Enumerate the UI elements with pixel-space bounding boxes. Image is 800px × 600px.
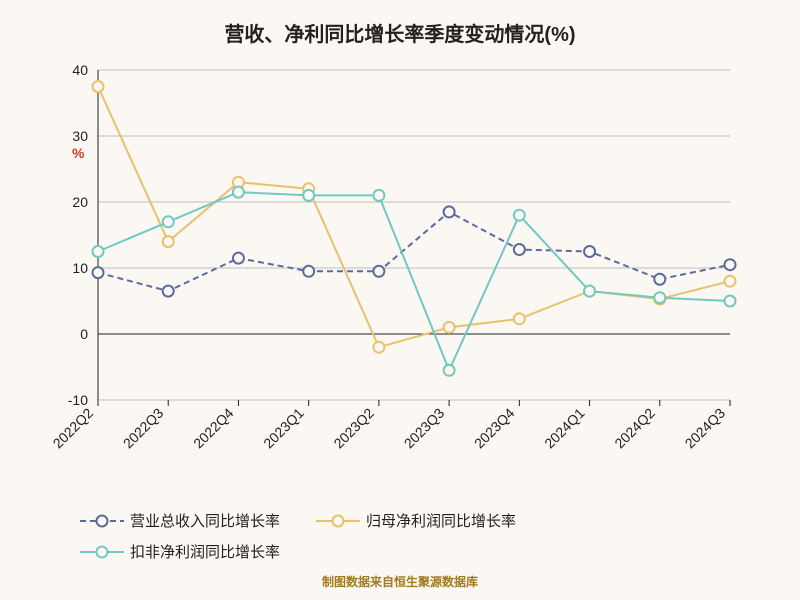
data-point	[233, 253, 244, 264]
x-tick-label: 2023Q3	[401, 405, 448, 452]
legend-label: 归母净利润同比增长率	[366, 510, 516, 531]
y-tick-label: 30	[72, 128, 88, 144]
chart-svg: -10010203040%2022Q22022Q32022Q42023Q1202…	[80, 70, 740, 430]
x-tick-label: 2022Q4	[190, 405, 237, 452]
legend-swatch	[80, 545, 124, 559]
x-tick-label: 2023Q4	[471, 405, 518, 452]
data-point	[725, 259, 736, 270]
legend-item: 扣非净利润同比增长率	[80, 541, 280, 562]
data-point	[514, 244, 525, 255]
data-point	[514, 210, 525, 221]
data-point	[163, 236, 174, 247]
data-point	[233, 187, 244, 198]
data-point	[373, 266, 384, 277]
x-tick-label: 2023Q2	[330, 405, 377, 452]
legend-label: 扣非净利润同比增长率	[130, 541, 280, 562]
series-line	[98, 212, 730, 291]
legend-label: 营业总收入同比增长率	[130, 510, 280, 531]
data-point	[444, 365, 455, 376]
legend-swatch	[80, 514, 124, 528]
data-point	[444, 322, 455, 333]
chart-footnote: 制图数据来自恒生聚源数据库	[0, 573, 800, 590]
data-point	[725, 296, 736, 307]
y-tick-label: 40	[72, 62, 88, 78]
y-tick-label: 20	[72, 194, 88, 210]
data-point	[654, 292, 665, 303]
data-point	[514, 313, 525, 324]
x-tick-label: 2024Q2	[611, 405, 658, 452]
y-unit-label: %	[72, 145, 85, 161]
x-tick-label: 2024Q1	[541, 405, 588, 452]
data-point	[584, 286, 595, 297]
data-point	[584, 246, 595, 257]
data-point	[93, 81, 104, 92]
legend-item: 营业总收入同比增长率	[80, 510, 280, 531]
data-point	[654, 274, 665, 285]
legend-swatch	[316, 514, 360, 528]
chart-legend: 营业总收入同比增长率 归母净利润同比增长率扣非净利润同比增长率	[80, 510, 740, 562]
y-tick-label: 10	[72, 260, 88, 276]
series-line	[98, 192, 730, 370]
y-tick-label: 0	[80, 326, 88, 342]
data-point	[163, 286, 174, 297]
x-tick-label: 2023Q1	[260, 405, 307, 452]
chart-plot-area: -10010203040%2022Q22022Q32022Q42023Q1202…	[80, 70, 740, 430]
x-tick-label: 2022Q2	[50, 405, 97, 452]
data-point	[93, 246, 104, 257]
data-point	[373, 342, 384, 353]
data-point	[725, 276, 736, 287]
data-point	[163, 216, 174, 227]
data-point	[303, 190, 314, 201]
legend-item: 归母净利润同比增长率	[316, 510, 516, 531]
x-tick-label: 2024Q3	[682, 405, 729, 452]
data-point	[373, 190, 384, 201]
chart-title: 营收、净利同比增长率季度变动情况(%)	[0, 0, 800, 47]
data-point	[93, 267, 104, 278]
data-point	[444, 206, 455, 217]
x-tick-label: 2022Q3	[120, 405, 167, 452]
data-point	[303, 266, 314, 277]
series-line	[98, 87, 730, 348]
